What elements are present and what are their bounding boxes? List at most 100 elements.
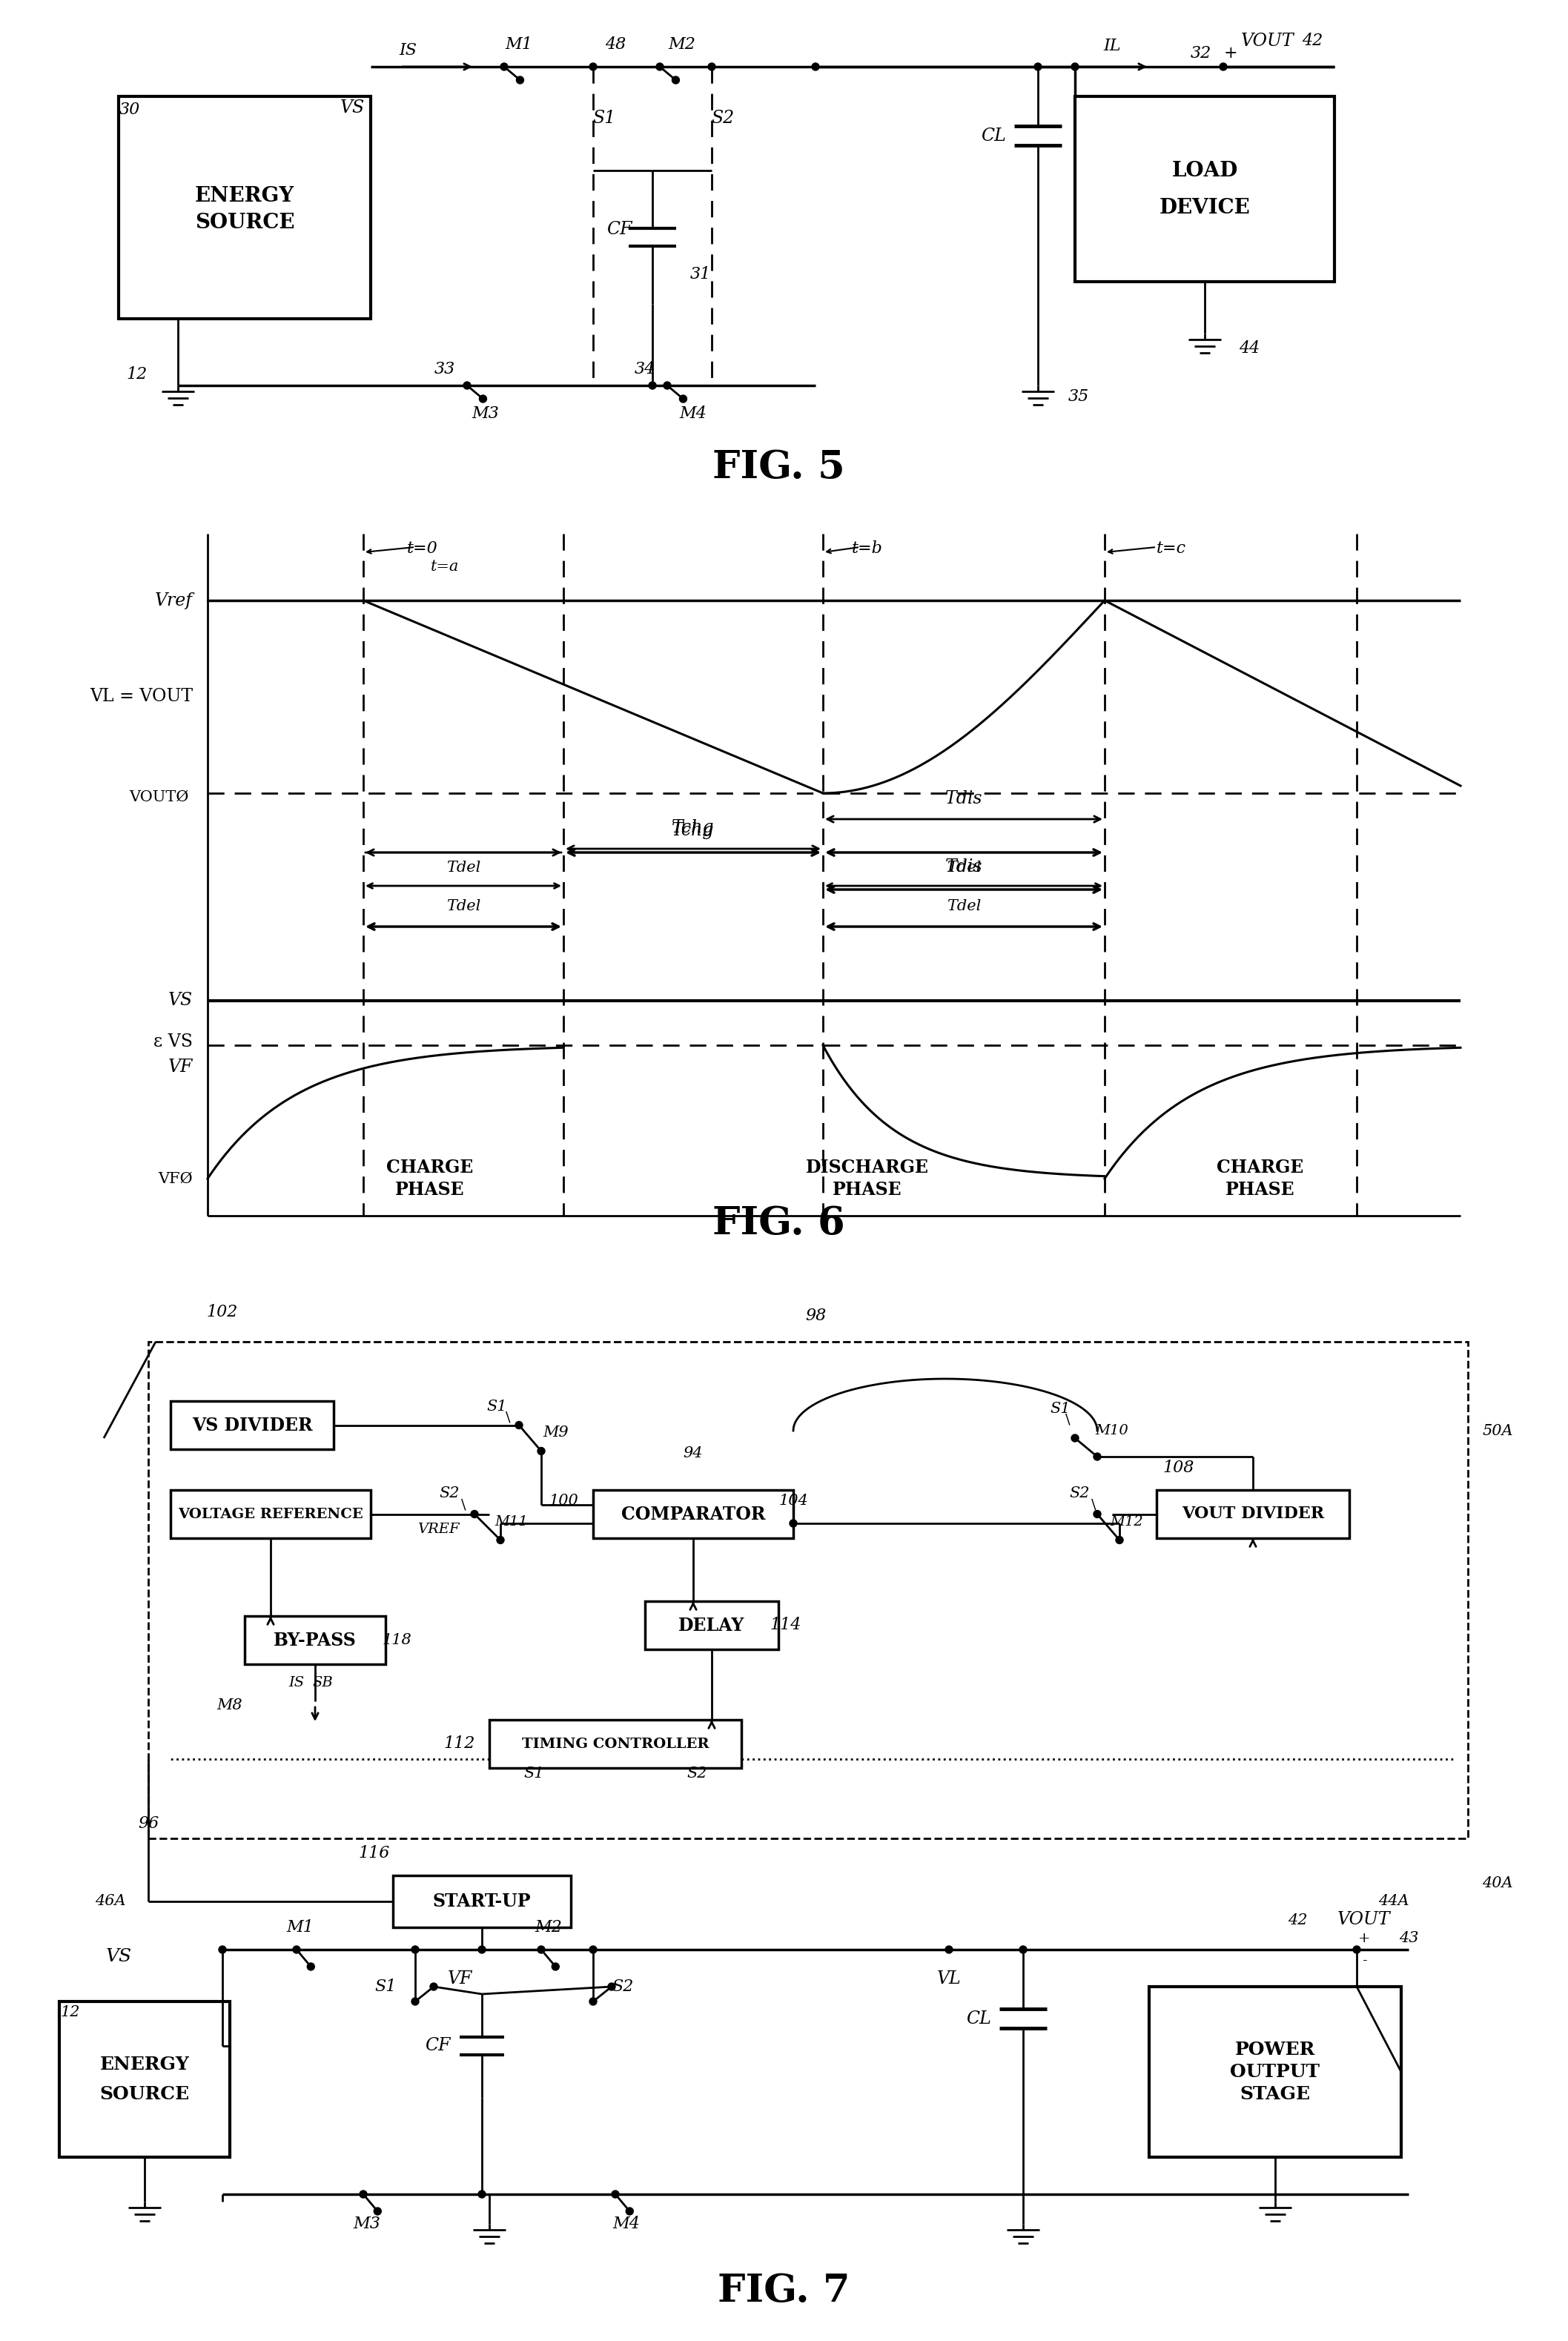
Circle shape bbox=[411, 1997, 419, 2006]
Text: COMPARATOR: COMPARATOR bbox=[621, 1505, 765, 1524]
Circle shape bbox=[626, 2208, 633, 2215]
Circle shape bbox=[373, 2208, 381, 2215]
Circle shape bbox=[516, 77, 524, 84]
Text: S2: S2 bbox=[687, 1767, 707, 1782]
Text: VS: VS bbox=[340, 98, 364, 117]
Circle shape bbox=[307, 1962, 315, 1971]
Text: LOAD: LOAD bbox=[1171, 162, 1237, 180]
Circle shape bbox=[790, 1519, 797, 1526]
Text: S2: S2 bbox=[612, 1978, 633, 1995]
Text: 118: 118 bbox=[383, 1634, 411, 1648]
Text: FIG. 5: FIG. 5 bbox=[712, 447, 845, 487]
Text: CF: CF bbox=[607, 222, 632, 239]
Bar bbox=[1157, 1489, 1350, 1538]
Circle shape bbox=[655, 63, 663, 70]
Circle shape bbox=[673, 77, 679, 84]
Text: START-UP: START-UP bbox=[433, 1892, 532, 1910]
Circle shape bbox=[1071, 1435, 1079, 1442]
Text: VOUT: VOUT bbox=[1338, 1910, 1391, 1929]
Text: -: - bbox=[1361, 1955, 1367, 1966]
Circle shape bbox=[649, 382, 655, 389]
Text: CHARGE: CHARGE bbox=[1217, 1159, 1305, 1178]
Text: OUTPUT: OUTPUT bbox=[1231, 2062, 1320, 2081]
Text: 42: 42 bbox=[1287, 1913, 1308, 1927]
Text: \: \ bbox=[1065, 1414, 1069, 1426]
Bar bbox=[489, 1721, 742, 1767]
Text: CL: CL bbox=[982, 126, 1007, 145]
Circle shape bbox=[1071, 63, 1079, 70]
Circle shape bbox=[590, 63, 597, 70]
Circle shape bbox=[590, 1997, 597, 2006]
Circle shape bbox=[663, 382, 671, 389]
Text: DEVICE: DEVICE bbox=[1159, 197, 1250, 218]
Text: M3: M3 bbox=[472, 405, 499, 421]
Circle shape bbox=[1093, 1510, 1101, 1517]
Text: Vref: Vref bbox=[155, 592, 193, 609]
Text: 94: 94 bbox=[684, 1447, 702, 1461]
Text: PHASE: PHASE bbox=[833, 1180, 902, 1199]
Text: CHARGE: CHARGE bbox=[386, 1159, 474, 1178]
Circle shape bbox=[478, 2191, 486, 2198]
Circle shape bbox=[464, 382, 470, 389]
Text: 43: 43 bbox=[1399, 1931, 1419, 1945]
Text: t=0: t=0 bbox=[408, 541, 437, 557]
Circle shape bbox=[612, 2191, 619, 2198]
Text: S1: S1 bbox=[524, 1767, 544, 1782]
Circle shape bbox=[470, 1510, 478, 1517]
Text: M4: M4 bbox=[613, 2215, 640, 2231]
Text: M11: M11 bbox=[495, 1515, 528, 1529]
Text: VOUTØ: VOUTØ bbox=[130, 789, 190, 803]
Bar bbox=[394, 1875, 571, 1927]
Text: 46A: 46A bbox=[96, 1894, 125, 1908]
Text: 34: 34 bbox=[635, 361, 655, 377]
Text: 108: 108 bbox=[1163, 1458, 1195, 1475]
Text: VS DIVIDER: VS DIVIDER bbox=[191, 1416, 312, 1435]
Text: 100: 100 bbox=[549, 1494, 579, 1508]
Text: FIG. 7: FIG. 7 bbox=[718, 2271, 850, 2311]
Text: Tdel: Tdel bbox=[447, 859, 480, 873]
Text: Tdel: Tdel bbox=[947, 899, 982, 913]
Text: S2: S2 bbox=[712, 110, 734, 126]
Text: POWER: POWER bbox=[1236, 2041, 1316, 2058]
Circle shape bbox=[812, 63, 818, 70]
Text: TIMING CONTROLLER: TIMING CONTROLLER bbox=[522, 1737, 709, 1751]
Text: 102: 102 bbox=[207, 1304, 238, 1320]
Circle shape bbox=[500, 63, 508, 70]
Text: 98: 98 bbox=[804, 1309, 826, 1325]
Circle shape bbox=[1116, 1536, 1123, 1543]
Text: 44A: 44A bbox=[1378, 1894, 1410, 1908]
Text: Tdel: Tdel bbox=[447, 899, 480, 913]
Bar bbox=[171, 1400, 334, 1449]
Text: t=b: t=b bbox=[851, 541, 883, 557]
Text: 33: 33 bbox=[434, 361, 455, 377]
Text: M1: M1 bbox=[287, 1920, 314, 1936]
Text: \: \ bbox=[1091, 1498, 1096, 1512]
Text: PHASE: PHASE bbox=[395, 1180, 464, 1199]
Text: VOLTAGE REFERENCE: VOLTAGE REFERENCE bbox=[179, 1508, 364, 1522]
Circle shape bbox=[538, 1447, 546, 1454]
Text: VS: VS bbox=[168, 993, 193, 1009]
Circle shape bbox=[709, 63, 715, 70]
Circle shape bbox=[608, 1983, 615, 1990]
Text: M9: M9 bbox=[543, 1426, 569, 1440]
Text: M3: M3 bbox=[353, 2215, 381, 2231]
Text: S2: S2 bbox=[1069, 1487, 1090, 1501]
Circle shape bbox=[293, 1945, 299, 1952]
Circle shape bbox=[552, 1962, 560, 1971]
Text: DELAY: DELAY bbox=[679, 1615, 745, 1634]
Text: t=c: t=c bbox=[1157, 541, 1187, 557]
Text: 116: 116 bbox=[359, 1845, 390, 1861]
Text: SOURCE: SOURCE bbox=[100, 2086, 190, 2102]
Circle shape bbox=[480, 396, 486, 403]
Text: 48: 48 bbox=[605, 37, 626, 52]
Text: IS: IS bbox=[398, 42, 417, 59]
Text: FIG. 6: FIG. 6 bbox=[712, 1203, 845, 1243]
Text: 12: 12 bbox=[127, 365, 147, 382]
Text: Tchg: Tchg bbox=[671, 822, 715, 838]
Text: Tdel: Tdel bbox=[947, 859, 982, 873]
Text: PHASE: PHASE bbox=[1226, 1180, 1295, 1199]
Text: S1: S1 bbox=[593, 110, 616, 126]
Text: VOUT DIVIDER: VOUT DIVIDER bbox=[1182, 1505, 1323, 1522]
Bar bbox=[1076, 96, 1334, 281]
Text: BY-PASS: BY-PASS bbox=[274, 1632, 356, 1648]
